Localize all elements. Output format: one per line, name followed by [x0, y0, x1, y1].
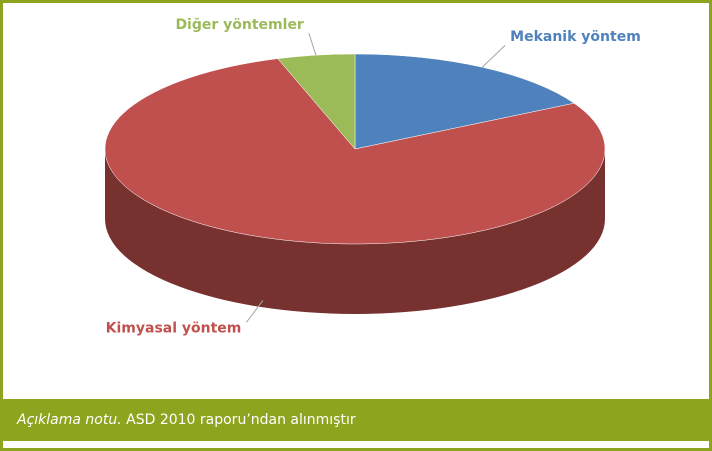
leader-line — [481, 44, 506, 68]
caption-text: ASD 2010 raporu’ndan alınmıştır — [126, 412, 356, 428]
pie-slice — [354, 53, 575, 150]
leader-line — [308, 33, 317, 56]
pie-slice — [104, 58, 606, 245]
leader-line — [246, 300, 264, 323]
pie-slice — [277, 53, 356, 150]
slice-label: Mekanik yöntem — [510, 29, 641, 45]
slice-label: Diğer yöntemler — [175, 17, 303, 33]
chart: Mekanik yöntem Kimyasal yöntem Diğer yönte… — [104, 16, 642, 337]
caption: Açıklama notu. ASD 2010 raporu’ndan alın… — [3, 399, 709, 441]
pie-side — [105, 149, 605, 314]
slice-label: Kimyasal yöntem — [106, 320, 242, 336]
caption-note: Açıklama notu. — [17, 412, 122, 428]
